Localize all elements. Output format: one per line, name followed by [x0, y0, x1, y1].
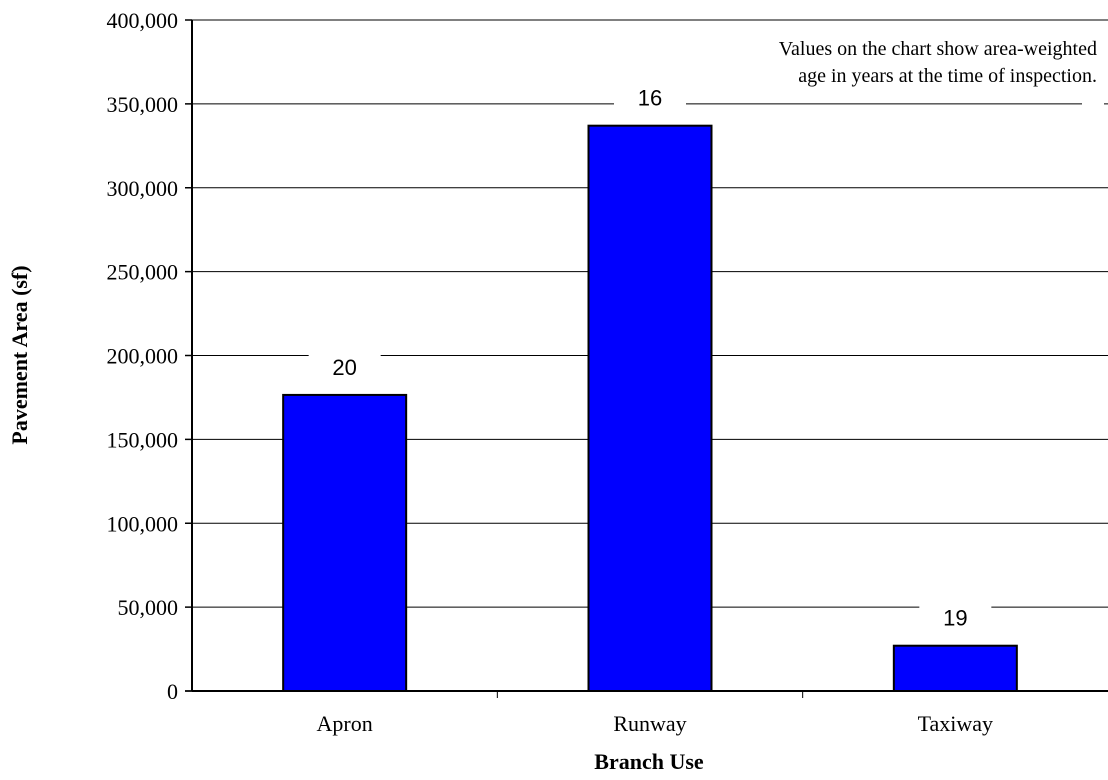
y-tick-label: 150,000 — [107, 427, 179, 452]
y-tick-label: 0 — [167, 679, 178, 704]
annotation: Values on the chart show area-weighted a… — [779, 30, 1104, 110]
bar-taxiway — [892, 644, 1018, 693]
annotation-line-1: Values on the chart show area-weighted — [779, 38, 1097, 60]
data-label-background — [308, 352, 381, 383]
y-tick-label: 250,000 — [107, 260, 179, 285]
bars — [282, 124, 1018, 693]
y-axis-title: Pavement Area (sf) — [7, 265, 32, 444]
y-tick-label: 300,000 — [107, 176, 179, 201]
data-label-background — [614, 83, 686, 114]
x-tick-label: Runway — [613, 711, 686, 736]
y-tick-label: 100,000 — [107, 511, 179, 536]
annotation-line-2: age in years at the time of inspection. — [798, 65, 1097, 87]
data-label: 20 — [332, 355, 356, 380]
y-tick-label: 50,000 — [118, 595, 179, 620]
x-tick-label: Taxiway — [918, 711, 993, 736]
y-tick-label: 400,000 — [107, 8, 179, 33]
x-axis-title: Branch Use — [594, 749, 704, 774]
data-label-background — [919, 603, 992, 634]
bar-runway — [587, 124, 713, 693]
data-label: 16 — [638, 86, 662, 111]
y-tick-label: 350,000 — [107, 92, 179, 117]
x-tick-labels: Apron Runway Taxiway — [317, 691, 993, 736]
data-label: 19 — [943, 606, 967, 631]
y-tick-labels: 0 50,000 100,000 150,000 200,000 250,000 300,0… — [107, 8, 192, 704]
bar-apron — [282, 393, 408, 692]
x-tick-label: Apron — [317, 711, 373, 736]
y-tick-label: 200,000 — [107, 344, 179, 369]
data-labels: 20 16 19 — [308, 83, 992, 634]
